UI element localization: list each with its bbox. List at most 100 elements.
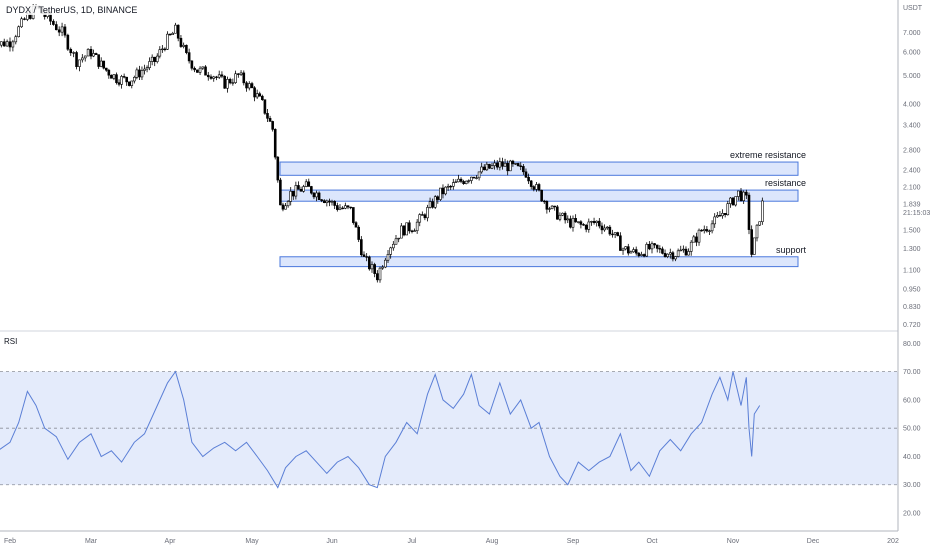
candle (17, 25, 20, 38)
candle (373, 262, 376, 278)
zone-rect-0 (279, 161, 799, 176)
candle (413, 228, 416, 232)
candle (378, 266, 382, 283)
candle (480, 162, 483, 174)
candle (632, 247, 635, 253)
candle (462, 179, 465, 185)
candle (171, 31, 175, 35)
candle (397, 237, 400, 243)
candle (250, 81, 254, 89)
candle (444, 186, 447, 196)
candle (745, 189, 748, 199)
candle (60, 22, 64, 37)
candle (57, 26, 61, 37)
candle (556, 205, 559, 220)
candle (0, 41, 3, 48)
candle (23, 17, 26, 21)
price-tick-label: 1.500 (903, 228, 921, 235)
candle (582, 223, 585, 226)
time-tick-label: Apr (165, 538, 177, 545)
candle (193, 66, 196, 73)
price-tick-label: 2.100 (903, 184, 921, 191)
candle (135, 67, 139, 80)
candle (439, 187, 442, 202)
candle (333, 200, 336, 210)
rsi-layer (0, 370, 761, 489)
zone-label-1: resistance (765, 178, 806, 188)
candle (166, 31, 169, 50)
candle (634, 246, 638, 256)
candle (63, 24, 67, 38)
candle (11, 39, 15, 52)
candle (753, 237, 756, 255)
candle (705, 226, 709, 233)
candle (723, 213, 727, 218)
price-tick-label: 1.100 (903, 268, 921, 275)
candle (206, 71, 210, 81)
candle (370, 261, 374, 273)
candle (603, 224, 606, 232)
candle (729, 196, 732, 208)
candle (384, 257, 387, 269)
time-tick-label: Feb (4, 538, 16, 545)
candles-layer (0, 3, 764, 283)
candle (20, 16, 23, 28)
candle (245, 81, 248, 92)
candle (426, 204, 429, 222)
zone-label-0: extreme resistance (730, 150, 806, 160)
candle (542, 199, 546, 204)
candle (117, 79, 121, 87)
price-tick-label: 1.300 (903, 246, 921, 253)
time-tick-label: Nov (727, 538, 740, 545)
time-tick-label: Jul (408, 538, 417, 545)
candle (291, 190, 295, 200)
bar-countdown: 21:15:03 (903, 210, 930, 217)
candle (304, 179, 308, 188)
candle (454, 179, 458, 183)
candle (5, 39, 9, 47)
candle (613, 232, 617, 239)
candle (459, 177, 463, 184)
price-tick-label: 3.400 (903, 123, 921, 130)
candle (204, 65, 207, 76)
candle (215, 75, 218, 81)
candle (196, 69, 199, 73)
candle (66, 33, 70, 51)
candle (176, 24, 180, 42)
candle (247, 81, 251, 91)
candle (14, 34, 18, 45)
candle (682, 245, 685, 253)
candle (645, 242, 649, 257)
candle (522, 164, 525, 175)
candle (394, 235, 398, 245)
price-tick-label: 7.000 (903, 30, 921, 37)
candle (258, 91, 262, 97)
candle (671, 250, 675, 262)
candle (239, 70, 243, 77)
candle (302, 184, 305, 193)
candle (234, 70, 237, 84)
candle (666, 253, 669, 259)
candle (737, 190, 740, 201)
candle (449, 184, 453, 191)
candle (600, 222, 604, 235)
candle (663, 249, 667, 258)
candle (490, 162, 494, 170)
candle (97, 54, 100, 69)
candle (94, 52, 98, 55)
candle (83, 55, 87, 62)
rsi-band (0, 371, 898, 485)
candle (506, 160, 509, 176)
candle (163, 47, 167, 52)
candle (726, 200, 730, 216)
candle (451, 178, 455, 190)
candle (598, 218, 601, 229)
candle (2, 38, 6, 47)
candle (386, 250, 390, 264)
candle (734, 196, 737, 207)
price-tick-label: 5.000 (903, 73, 921, 80)
candle (503, 158, 507, 167)
candle (561, 212, 564, 217)
candle (477, 171, 481, 181)
candle (226, 76, 229, 93)
